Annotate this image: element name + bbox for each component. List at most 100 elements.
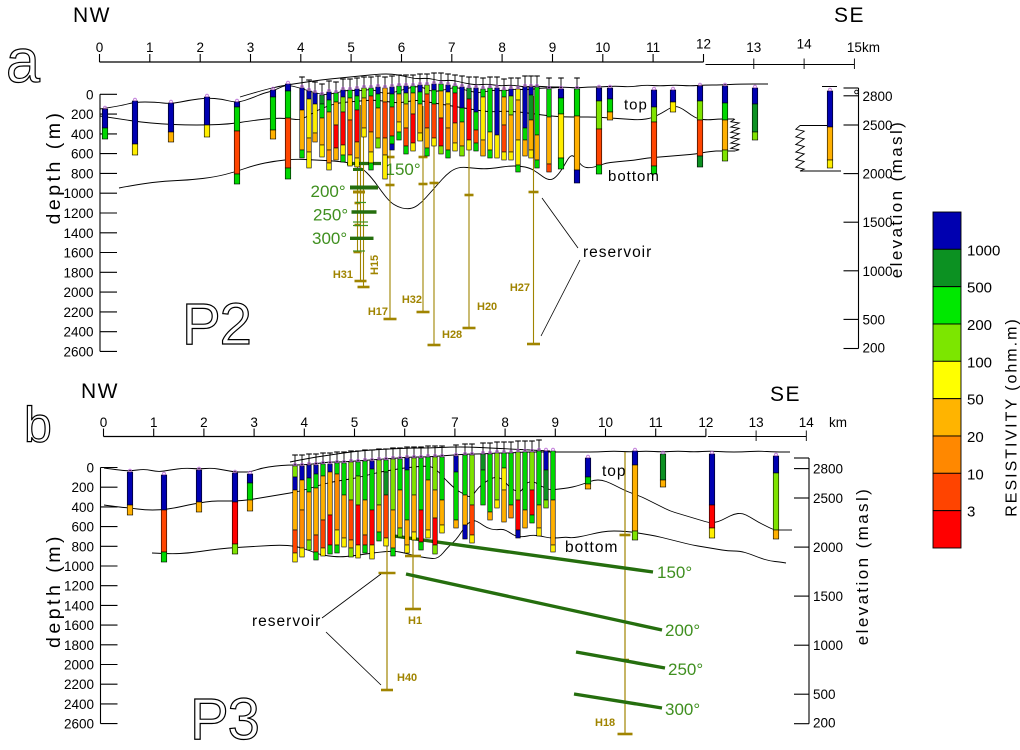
svg-text:9: 9	[549, 40, 557, 55]
svg-text:SE: SE	[770, 383, 801, 406]
svg-text:1800: 1800	[64, 638, 94, 653]
svg-text:250°: 250°	[668, 660, 703, 679]
svg-text:H40: H40	[397, 672, 417, 684]
svg-text:2600: 2600	[64, 717, 94, 732]
svg-text:1: 1	[146, 40, 154, 55]
svg-text:b: b	[24, 397, 52, 453]
svg-text:1600: 1600	[64, 618, 94, 633]
svg-text:11: 11	[649, 415, 663, 430]
svg-text:600: 600	[71, 520, 94, 535]
svg-text:H17: H17	[368, 306, 388, 318]
svg-text:250°: 250°	[313, 206, 348, 225]
svg-text:3: 3	[250, 415, 258, 430]
svg-text:6: 6	[398, 40, 406, 55]
svg-text:reservoir: reservoir	[252, 613, 321, 630]
svg-text:500: 500	[967, 280, 992, 297]
svg-text:15: 15	[847, 40, 862, 55]
svg-text:1: 1	[150, 415, 158, 430]
svg-text:13: 13	[746, 40, 761, 55]
svg-text:H18: H18	[595, 717, 615, 729]
svg-text:4: 4	[301, 415, 309, 430]
svg-text:1000: 1000	[63, 186, 93, 201]
svg-text:3: 3	[967, 504, 975, 521]
svg-text:500: 500	[813, 687, 836, 702]
svg-text:2200: 2200	[63, 305, 93, 320]
svg-text:13: 13	[749, 415, 764, 430]
svg-text:2: 2	[200, 415, 208, 430]
svg-text:bottom: bottom	[608, 168, 660, 185]
svg-text:km: km	[829, 415, 847, 430]
svg-text:10: 10	[598, 415, 613, 430]
svg-text:7: 7	[448, 40, 456, 55]
svg-text:top: top	[624, 97, 648, 114]
svg-text:H20: H20	[477, 301, 497, 313]
svg-text:0: 0	[100, 415, 108, 430]
svg-text:2500: 2500	[813, 491, 843, 506]
svg-text:200: 200	[863, 341, 886, 356]
svg-text:200: 200	[71, 480, 94, 495]
svg-text:km: km	[862, 40, 880, 55]
svg-text:RESISTIVITY (ohm.m): RESISTIVITY (ohm.m)	[1004, 317, 1020, 517]
svg-text:1000: 1000	[64, 559, 94, 574]
svg-text:2200: 2200	[64, 677, 94, 692]
svg-text:300°: 300°	[665, 700, 700, 719]
svg-text:12: 12	[696, 37, 711, 52]
svg-text:600: 600	[71, 147, 94, 162]
svg-text:reservoir: reservoir	[583, 244, 652, 261]
svg-text:H28: H28	[442, 329, 462, 341]
svg-text:400: 400	[71, 500, 94, 515]
svg-text:7: 7	[451, 415, 459, 430]
svg-text:top: top	[602, 463, 627, 480]
svg-text:10: 10	[595, 40, 610, 55]
svg-text:800: 800	[71, 166, 94, 181]
svg-text:2: 2	[196, 40, 204, 55]
svg-text:2600: 2600	[63, 344, 93, 359]
svg-text:1000: 1000	[967, 242, 1000, 259]
svg-text:P3: P3	[190, 687, 259, 750]
svg-text:20: 20	[967, 429, 984, 446]
svg-text:0: 0	[96, 40, 104, 55]
svg-text:200°: 200°	[311, 182, 346, 201]
svg-text:150°: 150°	[386, 160, 421, 179]
svg-text:200°: 200°	[665, 621, 700, 640]
svg-text:1000: 1000	[863, 264, 893, 279]
svg-text:1000: 1000	[813, 638, 843, 653]
svg-text:2500: 2500	[863, 118, 893, 133]
svg-text:200: 200	[813, 716, 836, 731]
svg-text:500: 500	[863, 312, 886, 327]
svg-text:2800: 2800	[863, 89, 893, 104]
svg-text:elevation (masl): elevation (masl)	[887, 120, 906, 278]
svg-text:NW: NW	[73, 4, 111, 27]
svg-text:1400: 1400	[63, 226, 93, 241]
svg-text:3: 3	[247, 40, 255, 55]
svg-text:H32: H32	[402, 294, 422, 306]
svg-text:2400: 2400	[63, 325, 93, 340]
svg-text:2000: 2000	[863, 167, 893, 182]
svg-text:9: 9	[552, 415, 560, 430]
svg-text:P2: P2	[182, 292, 251, 357]
svg-text:2000: 2000	[63, 285, 93, 300]
svg-text:1200: 1200	[64, 579, 94, 594]
svg-text:8: 8	[501, 415, 509, 430]
svg-text:H27: H27	[510, 282, 530, 294]
svg-text:800: 800	[71, 539, 94, 554]
svg-text:SE: SE	[834, 4, 865, 27]
svg-text:H15: H15	[369, 255, 381, 275]
svg-text:14: 14	[799, 415, 815, 430]
svg-text:12: 12	[698, 415, 713, 430]
svg-text:1600: 1600	[63, 246, 93, 261]
svg-text:1500: 1500	[863, 215, 893, 230]
svg-text:NW: NW	[81, 380, 119, 403]
svg-text:1500: 1500	[813, 589, 843, 604]
svg-text:1400: 1400	[64, 598, 94, 613]
svg-text:H1: H1	[408, 615, 422, 627]
svg-text:2400: 2400	[64, 697, 94, 712]
svg-text:H31: H31	[333, 269, 353, 281]
svg-text:6: 6	[401, 415, 409, 430]
svg-text:elevation (masl): elevation (masl)	[853, 487, 872, 645]
svg-text:300°: 300°	[312, 229, 347, 248]
svg-text:2000: 2000	[64, 658, 94, 673]
svg-text:depth (m): depth (m)	[43, 110, 65, 225]
svg-text:5: 5	[351, 415, 359, 430]
svg-text:bottom: bottom	[565, 539, 618, 556]
